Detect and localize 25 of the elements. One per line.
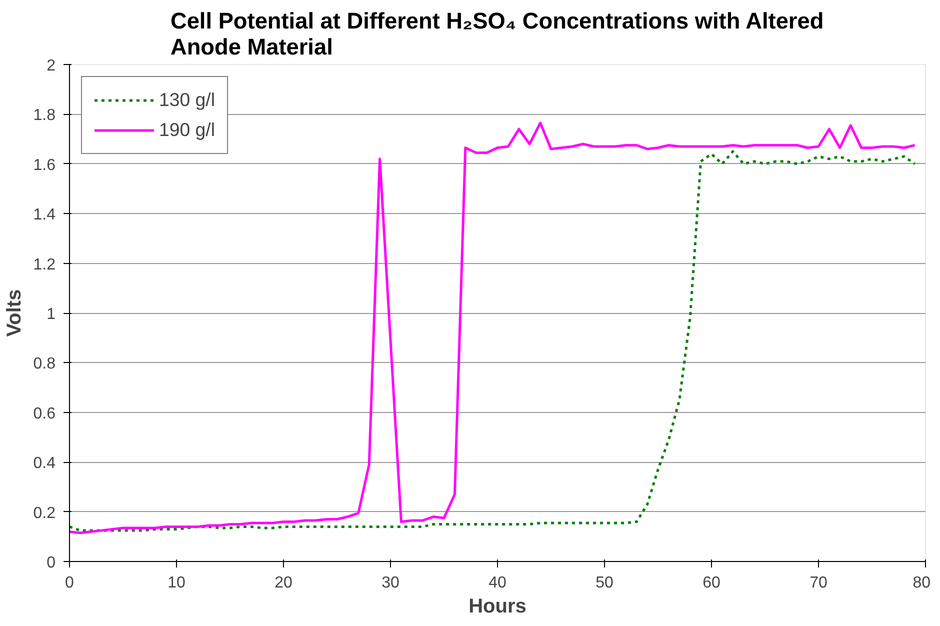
x-tick-label: 50 bbox=[596, 574, 614, 592]
y-tick-label: 1.6 bbox=[33, 156, 56, 174]
x-tick-label: 80 bbox=[912, 574, 931, 592]
y-tick-label: 0.6 bbox=[33, 405, 56, 422]
y-tick-label: 1.8 bbox=[33, 107, 56, 124]
x-axis-title: Hours bbox=[468, 596, 526, 618]
x-tick-label: 0 bbox=[65, 574, 74, 592]
y-tick-label: 1.4 bbox=[33, 206, 56, 224]
x-tick-label: 20 bbox=[274, 574, 292, 592]
y-tick-label: 0.2 bbox=[33, 504, 56, 522]
x-tick-label: 60 bbox=[702, 574, 720, 592]
chart-title: Cell Potential at Different H₂SO₄ Concentrations with Altered Anode Material bbox=[170, 8, 824, 60]
x-tick-label: 40 bbox=[488, 574, 506, 592]
x-tick-label: 30 bbox=[382, 574, 400, 592]
y-tick-label: 1 bbox=[46, 306, 56, 323]
x-tick-label: 10 bbox=[168, 574, 186, 592]
y-tick-label: 1.2 bbox=[33, 256, 56, 274]
x-tick-label: 70 bbox=[810, 574, 828, 592]
y-tick-label: 0.4 bbox=[33, 455, 56, 472]
legend-label: 190 g/l bbox=[159, 119, 216, 141]
y-axis-title: Volts bbox=[3, 289, 26, 337]
y-tick-label: 2 bbox=[46, 58, 56, 74]
legend-label: 130 g/l bbox=[159, 89, 216, 111]
y-tick-label: 0.8 bbox=[33, 356, 56, 373]
y-tick-label: 0 bbox=[46, 554, 56, 572]
